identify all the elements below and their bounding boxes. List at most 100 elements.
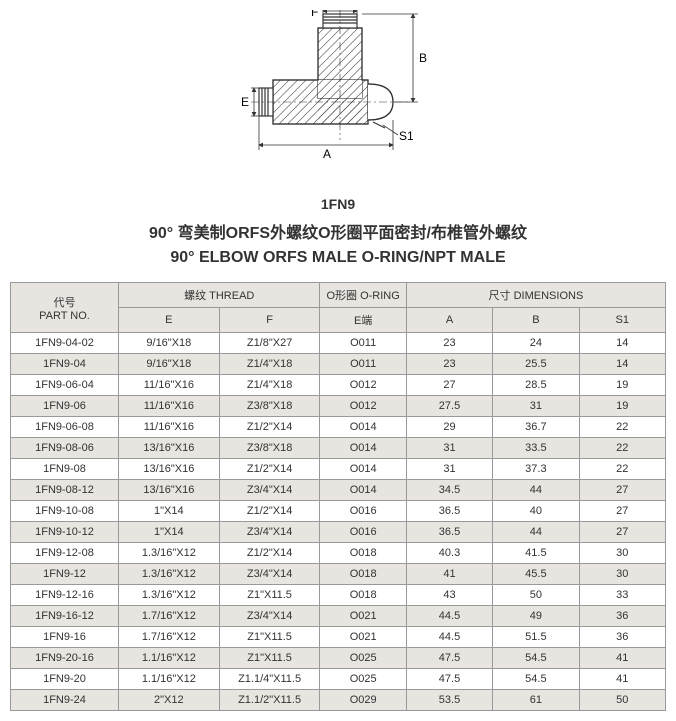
cell-a: 29 <box>406 417 492 438</box>
table-row: 1FN9-06-0411/16"X16Z1/4"X18O0122728.519 <box>11 375 666 396</box>
cell-f: Z3/4"X14 <box>219 480 320 501</box>
cell-a: 27 <box>406 375 492 396</box>
cell-f: Z1/2"X14 <box>219 417 320 438</box>
cell-f: Z1.1/4"X11.5 <box>219 669 320 690</box>
cell-e: 13/16"X16 <box>118 438 219 459</box>
cell-oe: O018 <box>320 585 406 606</box>
cell-oe: O025 <box>320 648 406 669</box>
cell-s1: 14 <box>579 333 665 354</box>
cell-b: 25.5 <box>493 354 579 375</box>
th-oe: E端 <box>320 308 406 333</box>
table-row: 1FN9-121.3/16"X12Z3/4"X14O0184145.530 <box>11 564 666 585</box>
dim-label-f: F <box>311 10 318 19</box>
cell-b: 44 <box>493 522 579 543</box>
dim-label-s1: S1 <box>399 129 414 143</box>
table-row: 1FN9-04-029/16"X18Z1/8"X27O011232414 <box>11 333 666 354</box>
cell-oe: O012 <box>320 396 406 417</box>
cell-s1: 27 <box>579 522 665 543</box>
cell-p: 1FN9-10-08 <box>11 501 119 522</box>
cell-s1: 27 <box>579 480 665 501</box>
cell-e: 1.3/16"X12 <box>118 585 219 606</box>
cell-f: Z1"X11.5 <box>219 585 320 606</box>
cell-a: 31 <box>406 438 492 459</box>
cell-b: 31 <box>493 396 579 417</box>
cell-f: Z1/2"X14 <box>219 543 320 564</box>
cell-p: 1FN9-12 <box>11 564 119 585</box>
table-row: 1FN9-12-161.3/16"X12Z1"X11.5O018435033 <box>11 585 666 606</box>
cell-e: 11/16"X16 <box>118 375 219 396</box>
cell-a: 40.3 <box>406 543 492 564</box>
cell-oe: O012 <box>320 375 406 396</box>
cell-a: 47.5 <box>406 648 492 669</box>
cell-p: 1FN9-08 <box>11 459 119 480</box>
cell-f: Z3/4"X14 <box>219 564 320 585</box>
table-row: 1FN9-08-1213/16"X16Z3/4"X14O01434.54427 <box>11 480 666 501</box>
cell-e: 1"X14 <box>118 522 219 543</box>
cell-e: 1"X14 <box>118 501 219 522</box>
cell-a: 44.5 <box>406 606 492 627</box>
cell-oe: O011 <box>320 354 406 375</box>
cell-b: 44 <box>493 480 579 501</box>
table-row: 1FN9-16-121.7/16"X12Z3/4"X14O02144.54936 <box>11 606 666 627</box>
cell-oe: O014 <box>320 438 406 459</box>
cell-f: Z1/2"X14 <box>219 459 320 480</box>
cell-s1: 22 <box>579 459 665 480</box>
cell-a: 47.5 <box>406 669 492 690</box>
spec-table: 代号 PART NO. 螺纹 THREAD O形圈 O-RING 尺寸 DIME… <box>10 282 666 711</box>
cell-p: 1FN9-12-08 <box>11 543 119 564</box>
cell-a: 44.5 <box>406 627 492 648</box>
cell-a: 23 <box>406 333 492 354</box>
cell-oe: O025 <box>320 669 406 690</box>
cell-b: 45.5 <box>493 564 579 585</box>
table-row: 1FN9-06-0811/16"X16Z1/2"X14O0142936.722 <box>11 417 666 438</box>
cell-b: 49 <box>493 606 579 627</box>
table-row: 1FN9-20-161.1/16"X12Z1"X11.5O02547.554.5… <box>11 648 666 669</box>
cell-a: 23 <box>406 354 492 375</box>
cell-s1: 19 <box>579 396 665 417</box>
cell-s1: 27 <box>579 501 665 522</box>
cell-f: Z3/8"X18 <box>219 396 320 417</box>
cell-b: 36.7 <box>493 417 579 438</box>
cell-b: 61 <box>493 690 579 711</box>
th-partno: 代号 PART NO. <box>11 283 119 333</box>
th-dims: 尺寸 DIMENSIONS <box>406 283 665 308</box>
cell-oe: O011 <box>320 333 406 354</box>
cell-a: 36.5 <box>406 501 492 522</box>
cell-f: Z3/4"X14 <box>219 606 320 627</box>
cell-a: 27.5 <box>406 396 492 417</box>
part-code: 1FN9 <box>10 196 666 212</box>
cell-e: 2"X12 <box>118 690 219 711</box>
th-f: F <box>219 308 320 333</box>
cell-s1: 36 <box>579 627 665 648</box>
cell-p: 1FN9-12-16 <box>11 585 119 606</box>
table-row: 1FN9-08-0613/16"X16Z3/8"X18O0143133.522 <box>11 438 666 459</box>
cell-oe: O016 <box>320 522 406 543</box>
product-title: 90° 弯美制ORFS外螺纹O形圈平面密封/布椎管外螺纹 90° ELBOW O… <box>10 222 666 270</box>
cell-p: 1FN9-08-06 <box>11 438 119 459</box>
cell-e: 1.1/16"X12 <box>118 648 219 669</box>
cell-f: Z1"X11.5 <box>219 627 320 648</box>
cell-b: 54.5 <box>493 669 579 690</box>
cell-p: 1FN9-06-04 <box>11 375 119 396</box>
cell-e: 11/16"X16 <box>118 396 219 417</box>
cell-f: Z1/2"X14 <box>219 501 320 522</box>
cell-p: 1FN9-24 <box>11 690 119 711</box>
cell-p: 1FN9-04-02 <box>11 333 119 354</box>
cell-s1: 30 <box>579 564 665 585</box>
cell-f: Z3/8"X18 <box>219 438 320 459</box>
cell-oe: O018 <box>320 564 406 585</box>
table-row: 1FN9-0813/16"X16Z1/2"X14O0143137.322 <box>11 459 666 480</box>
table-row: 1FN9-242"X12Z1.1/2"X11.5O02953.56150 <box>11 690 666 711</box>
cell-p: 1FN9-04 <box>11 354 119 375</box>
table-row: 1FN9-12-081.3/16"X12Z1/2"X14O01840.341.5… <box>11 543 666 564</box>
dim-label-a: A <box>323 147 331 161</box>
dim-label-b: B <box>419 51 427 65</box>
cell-s1: 33 <box>579 585 665 606</box>
cell-b: 54.5 <box>493 648 579 669</box>
cell-oe: O014 <box>320 459 406 480</box>
cell-s1: 22 <box>579 417 665 438</box>
cell-p: 1FN9-20 <box>11 669 119 690</box>
cell-p: 1FN9-10-12 <box>11 522 119 543</box>
table-row: 1FN9-0611/16"X16Z3/8"X18O01227.53119 <box>11 396 666 417</box>
table-row: 1FN9-161.7/16"X12Z1"X11.5O02144.551.536 <box>11 627 666 648</box>
